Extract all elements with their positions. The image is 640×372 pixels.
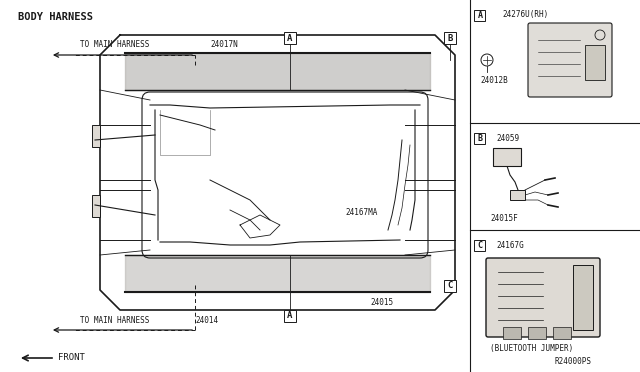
- Bar: [585, 45, 605, 80]
- Text: TO MAIN HARNESS: TO MAIN HARNESS: [80, 316, 149, 325]
- Text: 24167MA: 24167MA: [345, 208, 378, 217]
- Polygon shape: [100, 35, 455, 310]
- Bar: [493, 148, 521, 166]
- Text: A: A: [477, 10, 483, 19]
- FancyBboxPatch shape: [528, 23, 612, 97]
- Text: C: C: [447, 282, 452, 291]
- Bar: [528, 327, 546, 339]
- FancyBboxPatch shape: [486, 258, 600, 337]
- Bar: [444, 32, 456, 44]
- Text: R24000PS: R24000PS: [555, 357, 592, 366]
- Text: 24276U(RH): 24276U(RH): [502, 10, 548, 19]
- Polygon shape: [125, 53, 430, 90]
- Text: BODY HARNESS: BODY HARNESS: [18, 12, 93, 22]
- Text: A: A: [287, 311, 292, 321]
- Bar: [474, 240, 486, 250]
- Bar: [474, 132, 486, 144]
- Bar: [284, 310, 296, 322]
- Text: 24167G: 24167G: [496, 241, 524, 250]
- Text: A: A: [287, 33, 292, 42]
- Text: 24017N: 24017N: [210, 40, 237, 49]
- Bar: [284, 32, 296, 44]
- Text: 24014: 24014: [195, 316, 218, 325]
- Bar: [92, 195, 100, 217]
- Polygon shape: [125, 255, 430, 292]
- Text: 24015: 24015: [370, 298, 393, 307]
- Text: FRONT: FRONT: [58, 353, 85, 362]
- Bar: [573, 265, 593, 330]
- Text: C: C: [477, 241, 483, 250]
- Bar: [553, 327, 571, 339]
- Text: 24015F: 24015F: [490, 214, 518, 222]
- Text: TO MAIN HARNESS: TO MAIN HARNESS: [80, 40, 149, 49]
- Text: 24012B: 24012B: [480, 76, 508, 84]
- Bar: [444, 280, 456, 292]
- Text: B: B: [447, 33, 452, 42]
- Text: B: B: [477, 134, 483, 142]
- Bar: [474, 10, 486, 20]
- Bar: [92, 125, 100, 147]
- Text: (BLUETOOTH JUMPER): (BLUETOOTH JUMPER): [490, 343, 573, 353]
- Text: 24059: 24059: [496, 134, 519, 142]
- Bar: [510, 190, 525, 200]
- Bar: [503, 327, 521, 339]
